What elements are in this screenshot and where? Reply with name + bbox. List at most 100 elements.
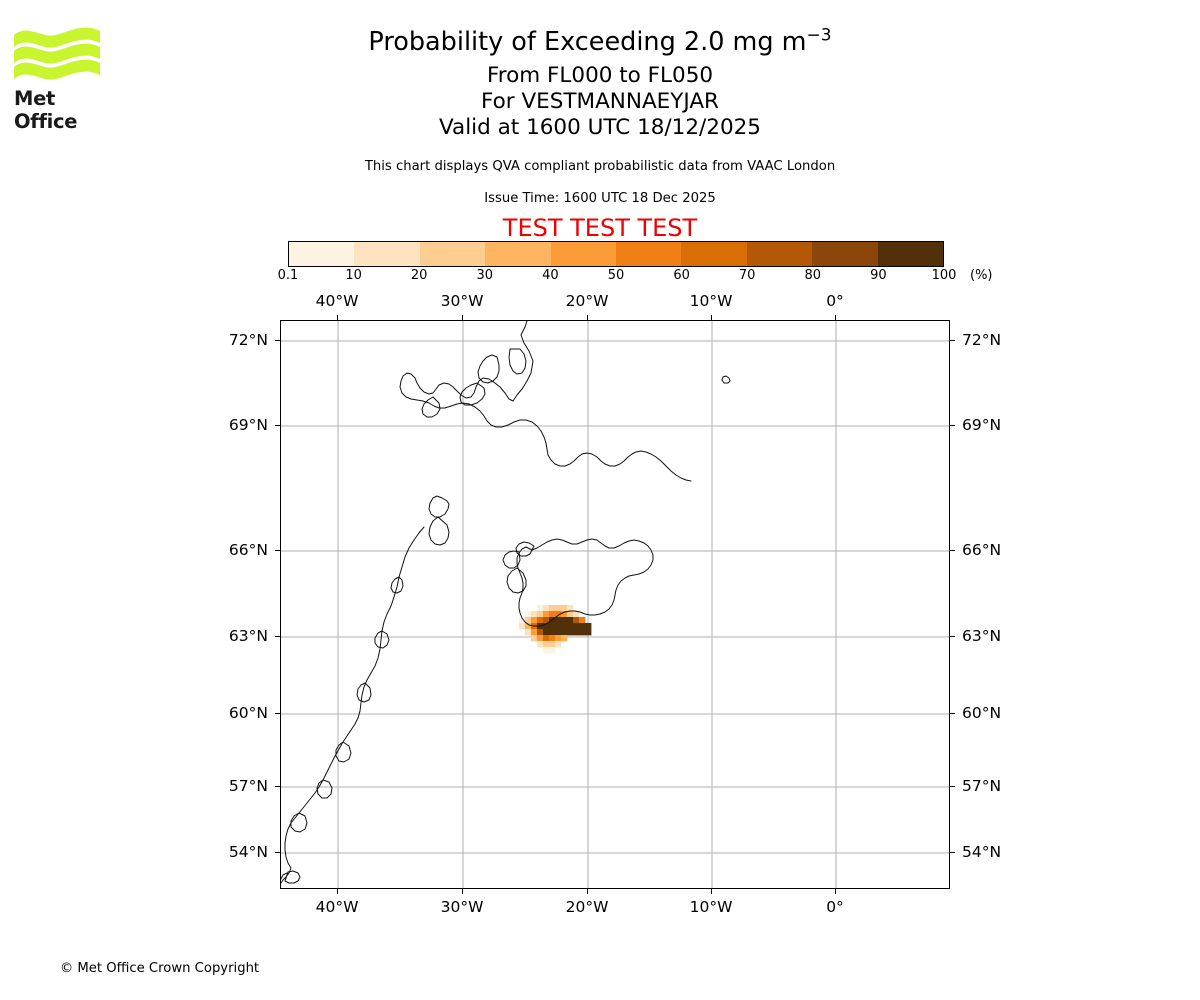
heatmap-cell: [537, 629, 544, 636]
chart-title-text: Probability of Exceeding 2.0 mg m: [368, 27, 807, 57]
colorbar-tick-50: 50: [607, 268, 625, 283]
lon-tick-bottom--30: [462, 889, 464, 894]
lat-tick-right-60: [950, 713, 955, 715]
lat-tick-right-57: [950, 786, 955, 788]
volcano-name: For VESTMANNAEYJAR: [481, 89, 719, 114]
heatmap-cell: [561, 617, 568, 624]
flight-level-range: From FL000 to FL050: [486, 63, 714, 88]
colorbar-units-label: (%): [970, 268, 993, 283]
lat-label-right-54: 54°N: [962, 843, 1002, 861]
lat-tick-left-72: [275, 340, 280, 342]
heatmap-cell: [561, 623, 568, 630]
colorbar-tick-60: 60: [673, 268, 690, 283]
heatmap-cell: [519, 617, 526, 624]
heatmap-cell: [555, 635, 562, 642]
lon-tick-top--30: [462, 315, 464, 320]
heatmap-cell: [567, 623, 574, 630]
heatmap-cell: [567, 605, 574, 612]
heatmap-cell: [555, 629, 562, 636]
heatmap-cell: [579, 623, 586, 630]
lat-label-left-63: 63°N: [228, 627, 268, 645]
heatmap-cell: [537, 635, 544, 642]
heatmap-cell: [567, 617, 574, 624]
lon-label-top--20: 20°W: [565, 292, 609, 310]
heatmap-cell: [543, 623, 550, 630]
map-plot-area[interactable]: [280, 320, 950, 889]
lon-tick-bottom--40: [337, 889, 339, 894]
lat-label-left-54: 54°N: [228, 843, 268, 861]
lon-tick-bottom--20: [587, 889, 589, 894]
lon-tick-top--40: [337, 315, 339, 320]
heatmap-cell: [537, 611, 544, 618]
colorbar-tick-0.1: 0.1: [277, 268, 299, 283]
heatmap-cell: [549, 647, 556, 654]
lat-label-left-66: 66°N: [228, 541, 268, 559]
colorbar-tick-labels: 0.1 10 20 30 40 50 60 70 80 90 100: [0, 268, 1200, 288]
colorbar-tick-100: 100: [931, 268, 957, 283]
heatmap-cell: [573, 611, 580, 618]
lon-tick-bottom--10: [711, 889, 713, 894]
colorbar-segment-6: [681, 242, 747, 266]
heatmap-cell: [555, 611, 562, 618]
probability-colorbar: [288, 241, 944, 267]
heatmap-cell: [573, 617, 580, 624]
colorbar-tick-40: 40: [542, 268, 559, 283]
heatmap-cell: [549, 623, 556, 630]
heatmap-cell: [537, 641, 544, 648]
heatmap-cell: [567, 629, 574, 636]
heatmap-cell: [585, 629, 592, 636]
heatmap-cell: [543, 605, 550, 612]
heatmap-cell: [549, 611, 556, 618]
heatmap-cell: [573, 623, 580, 630]
heatmap-cell: [561, 635, 568, 642]
lat-tick-left-60: [275, 713, 280, 715]
heatmap-cell: [531, 635, 538, 642]
colorbar-tick-10: 10: [345, 268, 362, 283]
heatmap-cell: [549, 635, 556, 642]
heatmap-cell: [579, 617, 586, 624]
heatmap-cell: [579, 629, 586, 636]
heatmap-cell: [555, 641, 562, 648]
met-office-wordmark: Met Office: [14, 87, 78, 133]
heatmap-cell: [543, 635, 550, 642]
colorbar-segment-3: [485, 242, 551, 266]
heatmap-cell: [525, 611, 532, 618]
colorbar-segment-2: [419, 242, 486, 266]
lon-label-bottom--10: 10°W: [689, 898, 733, 916]
colorbar-gradient: [288, 241, 944, 267]
lat-label-right-60: 60°N: [962, 704, 1002, 722]
heatmap-cell: [585, 623, 592, 630]
met-office-wave-mark: [14, 27, 100, 80]
lat-tick-left-63: [275, 636, 280, 638]
test-banner: TEST TEST TEST: [502, 214, 698, 242]
lon-label-top--10: 10°W: [689, 292, 733, 310]
heatmap-cell: [549, 641, 556, 648]
lon-tick-top--20: [587, 315, 589, 320]
lon-label-top--30: 30°W: [440, 292, 484, 310]
heatmap-cell: [537, 605, 544, 612]
lat-label-right-57: 57°N: [962, 777, 1002, 795]
heatmap-cell: [525, 623, 532, 630]
heatmap-cell: [543, 617, 550, 624]
lat-label-right-63: 63°N: [962, 627, 1002, 645]
chart-title-exponent: −3: [806, 25, 832, 46]
lat-tick-right-63: [950, 636, 955, 638]
colorbar-segment-9: [877, 242, 944, 266]
lat-tick-right-66: [950, 550, 955, 552]
heatmap-cell: [567, 611, 574, 618]
colorbar-tick-90: 90: [870, 268, 887, 283]
heatmap-cell: [531, 629, 538, 636]
copyright-notice: © Met Office Crown Copyright: [60, 961, 260, 976]
colorbar-tick-70: 70: [738, 268, 756, 283]
colorbar-segment-5: [616, 242, 682, 266]
chart-title: Probability of Exceeding 2.0 mg m−3: [0, 27, 1200, 57]
lon-label-bottom--30: 30°W: [440, 898, 484, 916]
lat-tick-right-72: [950, 340, 955, 342]
qva-note: This chart displays QVA compliant probab…: [364, 159, 836, 174]
coastlines: [281, 321, 731, 884]
colorbar-tick-20: 20: [410, 268, 428, 283]
heatmap-cell: [519, 623, 526, 630]
lon-label-bottom-0: 0°: [826, 898, 844, 916]
colorbar-segment-0: [289, 242, 355, 266]
lon-tick-bottom-0: [835, 889, 837, 894]
